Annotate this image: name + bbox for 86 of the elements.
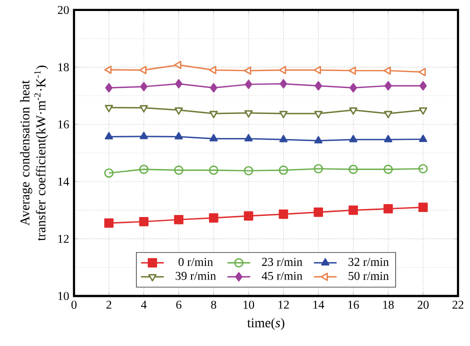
point: [104, 218, 114, 228]
point: [139, 216, 148, 226]
legend-label: 32 r/min: [348, 258, 389, 266]
point: [105, 83, 113, 92]
point: [174, 214, 184, 224]
point: [384, 164, 393, 174]
point: [314, 81, 322, 90]
x-tick-label: 8: [211, 300, 216, 309]
x-tick-label: 12: [278, 300, 289, 309]
x-tick-label: 22: [452, 300, 464, 309]
point: [419, 81, 427, 90]
y-tick-label: 12: [58, 234, 69, 243]
y-tick-label: 18: [58, 63, 69, 72]
point: [384, 204, 393, 214]
point: [314, 164, 324, 174]
point: [314, 136, 322, 144]
y-axis-title: Average condensation heat transfer coefficient(kW·m$^{-2}$·K$^{-1}$): [20, 66, 48, 241]
point: [279, 110, 288, 118]
point: [104, 66, 112, 74]
point: [210, 134, 218, 142]
x-tick-label: 16: [348, 300, 359, 309]
point: [384, 81, 392, 90]
point: [104, 104, 114, 112]
x-tick-label: 14: [313, 300, 324, 309]
y-tick-label: 16: [58, 120, 69, 128]
point: [278, 165, 288, 175]
x-tick-label: 4: [141, 300, 147, 309]
point: [174, 165, 184, 175]
point: [418, 68, 426, 76]
point: [314, 208, 324, 217]
x-tick-label: 0: [71, 300, 77, 309]
legend-label: 0 r/min: [178, 258, 213, 266]
point: [384, 134, 392, 142]
x-axis-title: time(s): [247, 318, 284, 330]
point: [278, 210, 288, 219]
y-tick-label: 10: [58, 292, 69, 300]
point: [418, 134, 428, 142]
point: [175, 79, 182, 88]
point: [279, 134, 288, 142]
point: [348, 206, 358, 215]
point: [208, 213, 218, 223]
x-tick-label: 18: [383, 300, 394, 309]
point: [348, 66, 356, 75]
point: [140, 132, 148, 140]
point: [348, 164, 358, 174]
point: [418, 107, 428, 115]
x-tick-label: 6: [176, 300, 182, 309]
point: [244, 110, 253, 118]
point: [349, 134, 358, 142]
point: [244, 166, 254, 176]
point: [244, 80, 252, 90]
point: [349, 107, 358, 115]
point: [210, 83, 218, 92]
point: [384, 110, 392, 118]
point: [140, 82, 148, 92]
point: [244, 134, 253, 142]
point: [104, 168, 114, 178]
point: [384, 66, 391, 75]
legend-label: 39 r/min: [176, 272, 216, 280]
point: [174, 60, 182, 70]
y-tick-label: 14: [58, 178, 70, 186]
point: [139, 164, 148, 174]
point: [174, 132, 183, 140]
point: [278, 66, 286, 74]
point: [208, 165, 218, 175]
legend-label: 23 r/min: [262, 258, 302, 266]
x-tick-label: 20: [418, 300, 429, 309]
legend-label: 45 r/min: [262, 272, 302, 280]
point: [244, 66, 252, 75]
point: [418, 164, 428, 174]
x-tick-label: 2: [106, 300, 112, 309]
point: [210, 110, 218, 118]
point: [418, 202, 428, 212]
point: [350, 83, 357, 92]
legend-label: 50 r/min: [348, 272, 389, 280]
point: [139, 66, 146, 74]
point: [174, 107, 183, 115]
point: [280, 79, 288, 88]
y-tick-label: 20: [58, 6, 69, 14]
x-tick-label: 10: [244, 300, 254, 309]
point: [314, 110, 322, 118]
point: [208, 66, 216, 74]
point: [244, 211, 254, 221]
point: [140, 105, 148, 112]
point: [314, 66, 322, 74]
point: [104, 132, 114, 140]
